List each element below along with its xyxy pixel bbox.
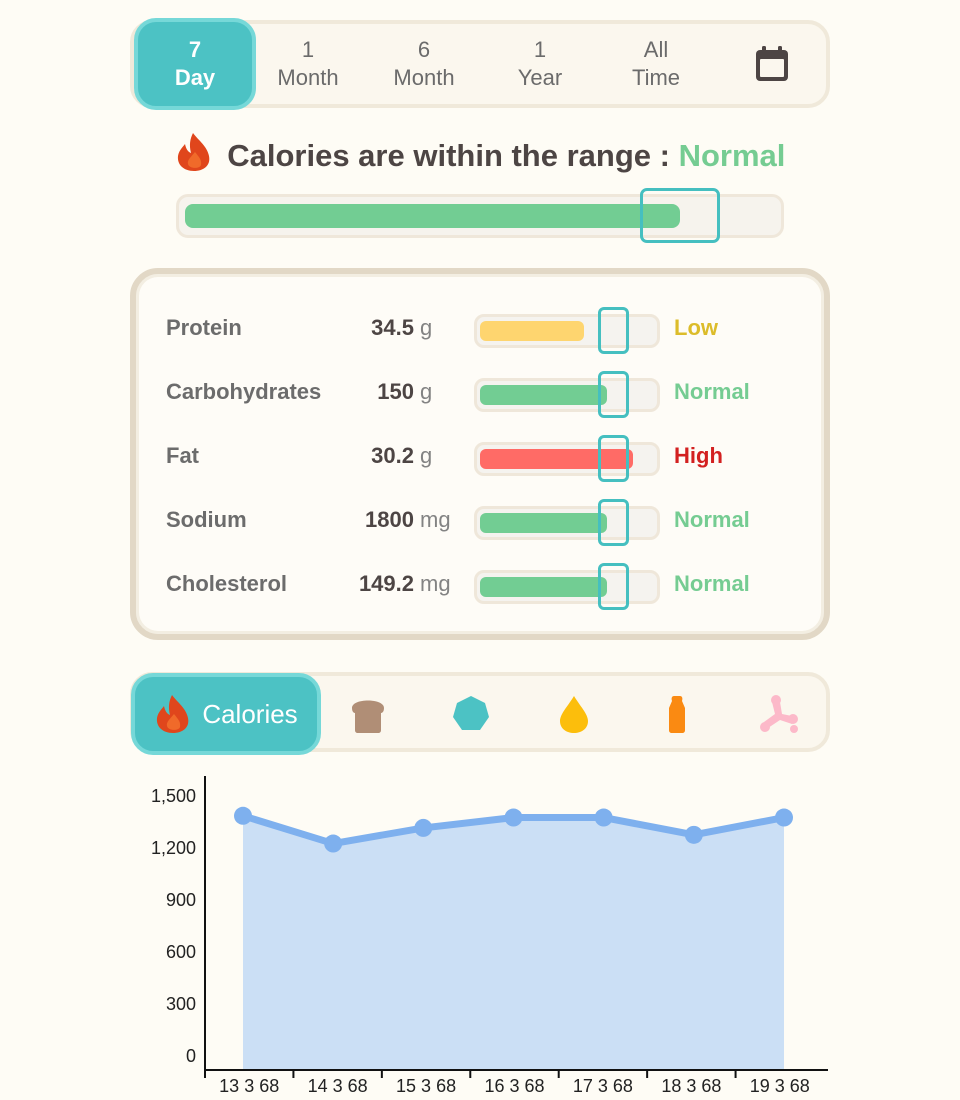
nutrient-status: Normal (674, 571, 750, 596)
x-tick-label: 18 3 68 (661, 1076, 721, 1096)
nutrient-progress-fill (480, 385, 607, 405)
nutrient-range-marker (598, 371, 629, 418)
nutrient-name: Cholesterol (166, 571, 288, 596)
tab-label-top: 7 (188, 37, 202, 62)
tab-label-top: All (643, 37, 669, 62)
calories-range-title: Calories are within the range : Normal (0, 132, 960, 174)
nutrient-progress-fill (480, 449, 633, 469)
nutrient-status: Normal (674, 379, 750, 404)
calendar-icon[interactable] (754, 45, 790, 83)
y-tick-label: 0 (186, 1046, 196, 1066)
flame-icon (157, 695, 189, 733)
nutrient-row-protein: Protein 34.5 g Low (136, 303, 824, 354)
nutrient-progress-track (474, 442, 660, 476)
y-tick-label: 300 (166, 994, 196, 1014)
data-point-1[interactable] (324, 834, 343, 853)
y-axis-ticks: 0 300 600 900 1,200 1,500 (151, 786, 196, 1066)
flame-icon (177, 133, 209, 171)
calories-range-marker (640, 188, 720, 243)
tab-calories-label: Calories (202, 698, 298, 729)
nutrient-unit: mg (420, 571, 451, 596)
x-tick-label: 13 3 68 (219, 1076, 279, 1096)
bone-icon[interactable] (760, 694, 800, 734)
nutrient-value: 34.5 (371, 315, 414, 340)
tab-calories[interactable]: Calories (131, 673, 321, 755)
calories-range-status: Normal (678, 138, 786, 173)
period-selector: 7 Day 1 Month 6 Month 1 Year All Time (130, 18, 830, 110)
nutrient-value: 30.2 (371, 443, 414, 468)
nutrient-progress-track (474, 506, 660, 540)
tab-7-day[interactable]: 7 Day (134, 18, 256, 110)
nutrient-unit: g (420, 315, 433, 340)
y-tick-label: 600 (166, 942, 196, 962)
metric-selector: Calories (130, 672, 830, 755)
tab-label-top: 1 (301, 37, 315, 62)
nutrient-range-marker (598, 499, 629, 546)
calories-chart: 0 300 600 900 1,200 1,500 13 3 68 14 3 68 15 3 … (151, 776, 828, 1096)
tab-label-top: 6 (417, 37, 431, 62)
nutrient-progress-track (474, 314, 660, 348)
nutrient-name: Sodium (166, 507, 247, 532)
data-point-5[interactable] (684, 825, 703, 844)
y-tick-label: 1,500 (151, 786, 196, 806)
nutrient-row-carbohydrates: Carbohydrates 150 g Normal (136, 367, 824, 418)
nutrient-range-marker (598, 563, 629, 610)
data-point-2[interactable] (414, 818, 433, 837)
nutrient-value: 150 (377, 379, 414, 404)
y-tick-label: 900 (166, 890, 196, 910)
tab-1-year[interactable]: 1 Year (482, 20, 598, 108)
x-tick-label: 19 3 68 (750, 1076, 810, 1096)
nutrient-value: 149.2 (358, 571, 414, 596)
nutrient-name: Fat (166, 443, 199, 468)
data-point-3[interactable] (504, 808, 523, 827)
nutrient-progress-fill (480, 321, 584, 341)
tab-label-top: 1 (533, 37, 547, 62)
chart-points (234, 806, 793, 853)
nutrient-row-sodium: Sodium 1800 mg Normal (136, 495, 824, 546)
nutrient-summary-card: Protein 34.5 g Low Carbohydrates 150 g N… (130, 268, 830, 640)
tab-label-bottom: Year (517, 65, 563, 90)
x-tick-label: 16 3 68 (484, 1076, 544, 1096)
nutrient-name: Protein (166, 315, 242, 340)
bread-icon[interactable] (348, 694, 388, 734)
data-point-6[interactable] (775, 808, 793, 827)
nutrient-range-marker (598, 307, 629, 354)
nutrient-status: Normal (674, 507, 750, 532)
nutrient-status: High (674, 443, 723, 468)
nutrient-status: Low (674, 315, 718, 340)
nutrient-value: 1800 (365, 507, 414, 532)
nutrient-unit: g (420, 379, 433, 404)
nutrient-row-cholesterol: Cholesterol 149.2 mg Normal (136, 559, 824, 610)
x-tick-label: 17 3 68 (573, 1076, 633, 1096)
nutrient-row-fat: Fat 30.2 g High (136, 431, 824, 482)
x-tick-label: 15 3 68 (396, 1076, 456, 1096)
nutrient-progress-track (474, 570, 660, 604)
data-point-4[interactable] (594, 808, 613, 827)
tab-1-month[interactable]: 1 Month (250, 20, 366, 108)
nutrient-unit: mg (420, 507, 451, 532)
salt-shaker-icon[interactable] (657, 694, 697, 734)
tab-all-time[interactable]: All Time (598, 20, 714, 108)
nutrient-progress-fill (480, 513, 607, 533)
drop-icon[interactable] (554, 694, 594, 734)
tab-6-month[interactable]: 6 Month (366, 20, 482, 108)
calories-progress-track (176, 194, 784, 238)
nutrient-range-marker (598, 435, 629, 482)
calories-range-label: Calories are within the range : (227, 138, 670, 173)
tab-label-bottom: Month (393, 65, 455, 90)
x-axis-ticks: 13 3 68 14 3 68 15 3 68 16 3 68 17 3 68 18 3 … (204, 1070, 810, 1096)
nutrient-progress-fill (480, 577, 607, 597)
calories-progress-fill (185, 204, 680, 228)
tab-label-bottom: Day (174, 65, 216, 90)
heptagon-icon[interactable] (451, 694, 491, 734)
nutrient-unit: g (420, 443, 433, 468)
nutrient-progress-track (474, 378, 660, 412)
chart-area-fill (243, 815, 784, 1070)
y-tick-label: 1,200 (151, 838, 196, 858)
nutrient-name: Carbohydrates (166, 379, 322, 404)
data-point-0[interactable] (234, 806, 252, 825)
tab-label-bottom: Time (631, 65, 681, 90)
tab-label-bottom: Month (277, 65, 339, 90)
x-tick-label: 14 3 68 (308, 1076, 368, 1096)
